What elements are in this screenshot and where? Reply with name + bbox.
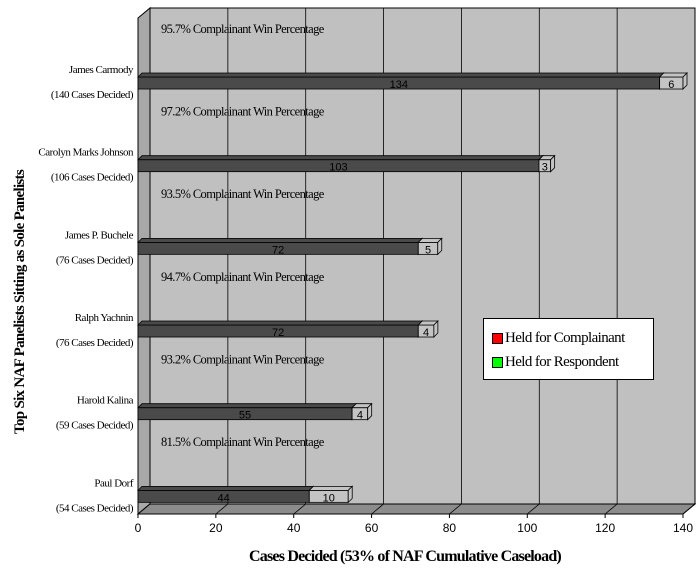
win-percentage-annotation: 93.5% Complainant Win Percentage <box>161 187 325 201</box>
bar-respondent-top <box>658 72 688 78</box>
bar-respondent-side <box>437 237 443 256</box>
legend-swatch-respondent <box>492 356 503 368</box>
data-label-complainant: 134 <box>390 79 408 91</box>
bar-respondent <box>417 320 439 338</box>
x-tick-label: 40 <box>287 521 301 535</box>
x-tick-label: 140 <box>673 521 693 535</box>
y-axis-label: Top Six NAF Panelists Sitting as Sole Pa… <box>12 169 28 434</box>
category-label-name: Paul Dorf <box>94 477 133 489</box>
category-label-name: Ralph Yachnin <box>75 312 134 324</box>
category-label-name: James P. Buchele <box>65 229 134 241</box>
legend-swatch-complainant <box>492 332 503 344</box>
bar-respondent-side <box>367 402 373 421</box>
category-label-name: Carolyn Marks Johnson <box>38 147 134 159</box>
x-tick-label: 20 <box>209 521 223 535</box>
legend-label-complainant: Held for Complainant <box>505 329 625 346</box>
legend-item-complainant: Held for Complainant <box>492 329 625 347</box>
bar-complainant-top <box>137 237 424 243</box>
category-label-cases: (76 Cases Decided) <box>56 254 134 266</box>
bar-respondent <box>351 402 373 421</box>
category-label-cases: (54 Cases Decided) <box>56 502 134 514</box>
data-label-complainant: 44 <box>218 492 230 504</box>
legend-label-respondent: Held for Respondent <box>505 353 619 370</box>
data-label-respondent: 10 <box>323 492 335 504</box>
gridline-floor <box>604 503 618 515</box>
data-label-respondent: 4 <box>423 327 429 339</box>
category-label-cases: (140 Cases Decided) <box>51 89 134 101</box>
win-percentage-annotation: 93.2% Complainant Win Percentage <box>161 352 325 366</box>
data-label-complainant: 103 <box>329 162 347 174</box>
bar-respondent-side <box>433 320 439 338</box>
data-label-respondent: 5 <box>425 244 431 256</box>
data-label-complainant: 72 <box>272 244 284 256</box>
x-tick-label: 80 <box>443 521 457 535</box>
data-label-respondent: 4 <box>357 410 363 422</box>
category-label-cases: (59 Cases Decided) <box>56 420 134 432</box>
gridline-floor <box>527 503 540 515</box>
x-tick-label: 0 <box>135 521 142 535</box>
gridline-floor <box>371 503 384 515</box>
legend-item-respondent: Held for Respondent <box>492 353 619 371</box>
x-axis-label: Cases Decided (53% of NAF Cumulative Cas… <box>249 548 561 565</box>
bar-respondent <box>537 154 556 173</box>
bar-complainant <box>137 154 544 173</box>
bar-respondent <box>417 237 443 256</box>
gridline-floor <box>215 503 229 515</box>
bar-complainant-top <box>137 403 358 409</box>
bar-respondent <box>658 72 688 90</box>
bar-complainant-top <box>137 155 544 161</box>
win-percentage-annotation: 94.7% Complainant Win Percentage <box>161 270 325 284</box>
category-label-cases: (106 Cases Decided) <box>51 172 134 184</box>
gridline-floor <box>682 503 696 515</box>
bar-respondent-side <box>682 72 688 90</box>
data-label-complainant: 72 <box>272 327 284 339</box>
gridline-floor <box>293 503 306 515</box>
bar-respondent-top <box>308 485 354 491</box>
bar-complainant-top <box>137 72 665 78</box>
bar-complainant <box>137 320 424 338</box>
data-label-complainant: 55 <box>239 410 251 422</box>
data-label-respondent: 3 <box>542 162 548 174</box>
bar-complainant-top <box>137 485 315 491</box>
category-label-name: Harold Kalina <box>77 395 134 407</box>
x-tick-label: 100 <box>517 521 537 535</box>
category-label-name: James Carmody <box>69 64 134 76</box>
x-tick-label: 120 <box>595 521 615 535</box>
win-percentage-annotation: 97.2% Complainant Win Percentage <box>161 104 325 118</box>
win-percentage-annotation: 81.5% Complainant Win Percentage <box>161 435 325 449</box>
chart-legend: Held for Complainant Held for Respondent <box>483 318 654 380</box>
x-tick-label: 60 <box>365 521 379 535</box>
bar-respondent-side <box>347 485 353 504</box>
win-percentage-annotation: 95.7% Complainant Win Percentage <box>161 22 325 36</box>
bar-complainant-top <box>137 320 424 326</box>
gridline-floor <box>449 503 462 515</box>
category-label-cases: (76 Cases Decided) <box>56 337 134 349</box>
bar-respondent <box>308 485 354 504</box>
bar-respondent-side <box>550 154 556 173</box>
data-label-respondent: 6 <box>668 79 674 91</box>
